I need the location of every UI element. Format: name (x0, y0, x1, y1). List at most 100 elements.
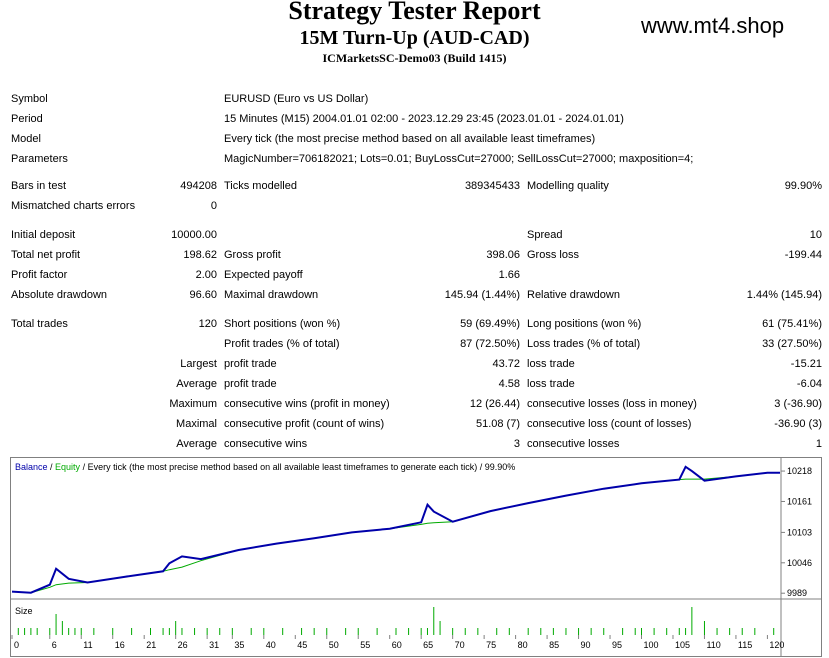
loss-trades-label: Loss trades (% of total) (527, 338, 641, 350)
deposit-label: Initial deposit (11, 229, 76, 241)
ticks-label: Ticks modelled (224, 180, 297, 192)
average-consecutive-losses-value: 1 (815, 438, 822, 450)
x-tick-label: 95 (612, 640, 622, 650)
x-tick-label: 50 (329, 640, 339, 650)
x-tick-label: 55 (360, 640, 370, 650)
long-positions-value: 61 (75.41%) (762, 318, 822, 330)
report-title: Strategy Tester Report (288, 0, 541, 25)
size-label: Size (15, 606, 33, 616)
report-subtitle: 15M Turn-Up (AUD-CAD) (299, 27, 530, 49)
total-trades-label: Total trades (11, 318, 68, 330)
average-label: Average (176, 378, 217, 390)
y-tick-label: 9989 (787, 588, 807, 598)
bars-label: Bars in test (11, 180, 67, 192)
maximal-drawdown-label: Maximal drawdown (224, 289, 319, 301)
expected-payoff-value: 1.66 (498, 269, 520, 281)
quality-label: Modelling quality (527, 180, 609, 192)
period-label: Period (11, 113, 43, 125)
average-loss-trade-value: -6.04 (796, 378, 822, 390)
average-consecutive-losses-label: consecutive losses (527, 438, 620, 450)
x-tick-label: 90 (581, 640, 591, 650)
mismatch-label: Mismatched charts errors (11, 200, 136, 212)
chart-legend: Balance / Equity / Every tick (the most … (15, 462, 515, 472)
expected-payoff-label: Expected payoff (224, 269, 303, 281)
parameters-value: MagicNumber=706182021; Lots=0.01; BuyLos… (224, 153, 694, 165)
x-tick-label: 75 (486, 640, 496, 650)
gross-profit-value: 398.06 (486, 249, 520, 261)
average-consecutive-label: Average (176, 438, 217, 450)
x-tick-label: 6 (52, 640, 57, 650)
max-consecutive-losses-value: 3 (-36.90) (774, 398, 822, 410)
x-tick-label: 16 (115, 640, 125, 650)
x-tick-label: 11 (83, 640, 92, 650)
website-watermark: www.mt4.shop (641, 13, 785, 38)
quality-value: 99.90% (784, 180, 822, 192)
largest-profit-trade-value: 43.72 (492, 358, 520, 370)
largest-loss-trade-label: loss trade (527, 358, 575, 370)
profit-trades-value: 87 (72.50%) (460, 338, 520, 350)
profit-trades-label: Profit trades (% of total) (224, 338, 340, 350)
y-tick-label: 10046 (787, 558, 812, 568)
max-consecutive-wins-label: consecutive wins (profit in money) (224, 398, 390, 410)
total-trades-value: 120 (198, 318, 217, 330)
loss-trades-value: 33 (27.50%) (762, 338, 822, 350)
x-tick-label: 45 (297, 640, 307, 650)
maximal-drawdown-value: 145.94 (1.44%) (444, 289, 520, 301)
x-tick-label: 31 (209, 640, 219, 650)
x-tick-label: 65 (423, 640, 433, 650)
x-tick-label: 105 (675, 640, 690, 650)
x-tick-label: 115 (738, 640, 752, 650)
maximal-consecutive-profit-label: consecutive profit (count of wins) (224, 418, 385, 430)
largest-profit-trade-label: profit trade (224, 358, 277, 370)
spread-label: Spread (527, 229, 563, 241)
symbol-label: Symbol (11, 93, 48, 105)
x-tick-label: 120 (769, 640, 784, 650)
absolute-drawdown-label: Absolute drawdown (11, 289, 108, 301)
x-tick-label: 26 (178, 640, 188, 650)
model-value: Every tick (the most precise method base… (224, 133, 596, 145)
parameters-label: Parameters (11, 153, 68, 165)
x-tick-label: 35 (234, 640, 244, 650)
y-tick-label: 10161 (787, 496, 812, 506)
largest-loss-trade-value: -15.21 (790, 358, 822, 370)
legend-equity: Equity (55, 462, 81, 472)
average-consecutive-wins-value: 3 (513, 438, 520, 450)
short-positions-value: 59 (69.49%) (460, 318, 520, 330)
deposit-value: 10000.00 (171, 229, 217, 241)
legend-separator: / (48, 462, 56, 472)
x-tick-label: 0 (14, 640, 19, 650)
gross-loss-value: -199.44 (784, 249, 822, 261)
report-server: ICMarketsSC-Demo03 (Build 1415) (322, 51, 507, 65)
y-tick-label: 10103 (787, 527, 812, 537)
short-positions-label: Short positions (won %) (224, 318, 341, 330)
net-profit-value: 198.62 (183, 249, 217, 261)
long-positions-label: Long positions (won %) (527, 318, 642, 330)
gross-loss-label: Gross loss (527, 249, 579, 261)
balance-chart: Balance / Equity / Every tick (the most … (10, 457, 822, 657)
bars-value: 494208 (180, 180, 217, 192)
x-tick-label: 60 (392, 640, 402, 650)
relative-drawdown-value: 1.44% (145.94) (746, 289, 822, 301)
maximal-consecutive-profit-value: 51.08 (7) (475, 418, 520, 430)
average-profit-trade-value: 4.58 (498, 378, 520, 390)
max-consecutive-losses-label: consecutive losses (loss in money) (527, 398, 697, 410)
legend-balance: Balance (15, 462, 48, 472)
period-value: 15 Minutes (M15) 2004.01.01 02:00 - 2023… (224, 113, 624, 125)
maximum-label: Maximum (169, 398, 217, 410)
symbol-value: EURUSD (Euro vs US Dollar) (224, 93, 369, 105)
maximal-consecutive-loss-label: consecutive loss (count of losses) (527, 418, 692, 430)
chart-frame (10, 457, 822, 657)
gross-profit-label: Gross profit (224, 249, 281, 261)
spread-value: 10 (809, 229, 822, 241)
maximal-label: Maximal (176, 418, 217, 430)
y-tick-label: 10218 (787, 466, 812, 476)
x-tick-label: 80 (518, 640, 528, 650)
balance-line (11, 465, 780, 594)
max-consecutive-wins-value: 12 (26.44) (469, 398, 520, 410)
net-profit-label: Total net profit (11, 249, 81, 261)
legend-description: / Every tick (the most precise method ba… (80, 462, 515, 472)
mismatch-value: 0 (210, 200, 217, 212)
ticks-value: 389345433 (464, 180, 520, 192)
average-profit-trade-label: profit trade (224, 378, 277, 390)
average-consecutive-wins-label: consecutive wins (224, 438, 308, 450)
